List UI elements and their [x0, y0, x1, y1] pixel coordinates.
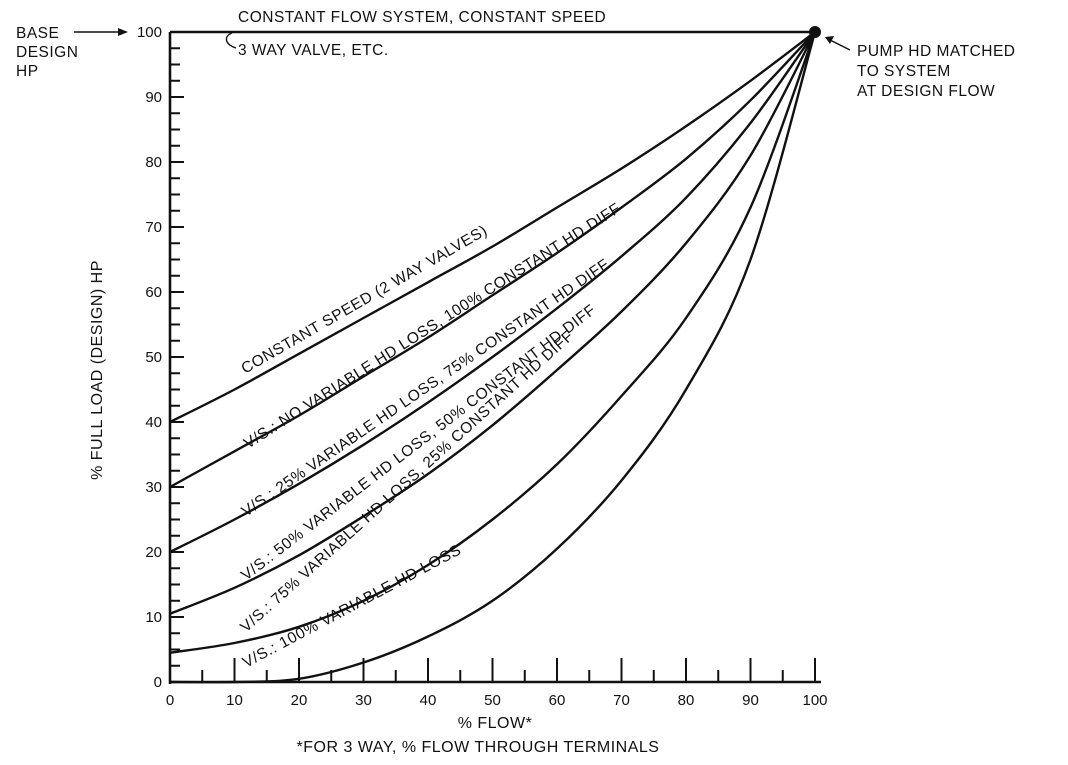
- series-line-5: [169, 31, 817, 654]
- x-axis-footnote: *FOR 3 WAY, % FLOW THROUGH TERMINALS: [297, 739, 660, 756]
- series-line-6: [169, 31, 817, 684]
- x-tick-label: 0: [166, 692, 174, 709]
- y-tick-label: 90: [145, 89, 162, 106]
- y-tick-label: 30: [145, 479, 162, 496]
- y-tick-label: 100: [137, 24, 162, 41]
- three-way-annotation: 3 WAY VALVE, ETC.: [225, 32, 389, 59]
- x-tick-label: 100: [802, 692, 827, 709]
- design-label: DESIGN: [16, 44, 78, 61]
- base-design-hp-annotation: BASE DESIGN HP: [16, 25, 128, 80]
- ticks: 0 10 20 30 40 50 60 70 80 90 100 0 10 20 30 40 50 60 70 80 9…: [137, 24, 828, 709]
- base-label: BASE: [16, 25, 59, 42]
- x-tick-label: 30: [355, 692, 372, 709]
- x-tick-label: 40: [420, 692, 437, 709]
- hp-label: HP: [16, 63, 39, 80]
- curves: [169, 30, 817, 684]
- pump-arrow-head: [825, 36, 834, 44]
- three-way-leader: [225, 32, 237, 49]
- pump-label-line2: TO SYSTEM: [857, 63, 951, 80]
- three-way-label: 3 WAY VALVE, ETC.: [238, 42, 389, 59]
- pump-label-line1: PUMP HD MATCHED: [857, 43, 1016, 60]
- curve-label-vs-25: V/S.: 25% VARIABLE HD LOSS, 75% CONSTANT…: [239, 256, 613, 521]
- base-arrow-head: [118, 28, 128, 36]
- y-tick-label: 70: [145, 219, 162, 236]
- series-line-2: [169, 31, 816, 489]
- pump-hd-annotation: PUMP HD MATCHED TO SYSTEM AT DESIGN FLOW: [825, 36, 1016, 100]
- x-axis-label: % FLOW*: [458, 715, 533, 732]
- x-tick-label: 10: [226, 692, 243, 709]
- series-line-3: [169, 31, 816, 554]
- x-tick-label: 70: [613, 692, 630, 709]
- y-tick-label: 60: [145, 284, 162, 301]
- y-axis-label: % FULL LOAD (DESIGN) HP: [89, 260, 106, 480]
- y-tick-label: 0: [154, 674, 162, 691]
- x-tick-label: 20: [291, 692, 308, 709]
- x-tick-label: 90: [742, 692, 759, 709]
- y-tick-label: 80: [145, 154, 162, 171]
- y-tick-label: 20: [145, 544, 162, 561]
- y-tick-label: 50: [145, 349, 162, 366]
- x-tick-label: 50: [484, 692, 501, 709]
- x-tick-label: 60: [549, 692, 566, 709]
- constant-flow-label: CONSTANT FLOW SYSTEM, CONSTANT SPEED: [238, 9, 606, 26]
- y-tick-label: 40: [145, 414, 162, 431]
- design-point-marker: [809, 26, 821, 38]
- series-line-1: [169, 31, 816, 424]
- x-tick-label: 80: [678, 692, 695, 709]
- series-line-4: [169, 31, 817, 615]
- pump-label-line3: AT DESIGN FLOW: [857, 83, 995, 100]
- pump-arrow-line: [829, 39, 851, 51]
- curve-label-constant-speed: CONSTANT SPEED (2 WAY VALVES): [239, 222, 491, 377]
- y-tick-label: 10: [145, 609, 162, 626]
